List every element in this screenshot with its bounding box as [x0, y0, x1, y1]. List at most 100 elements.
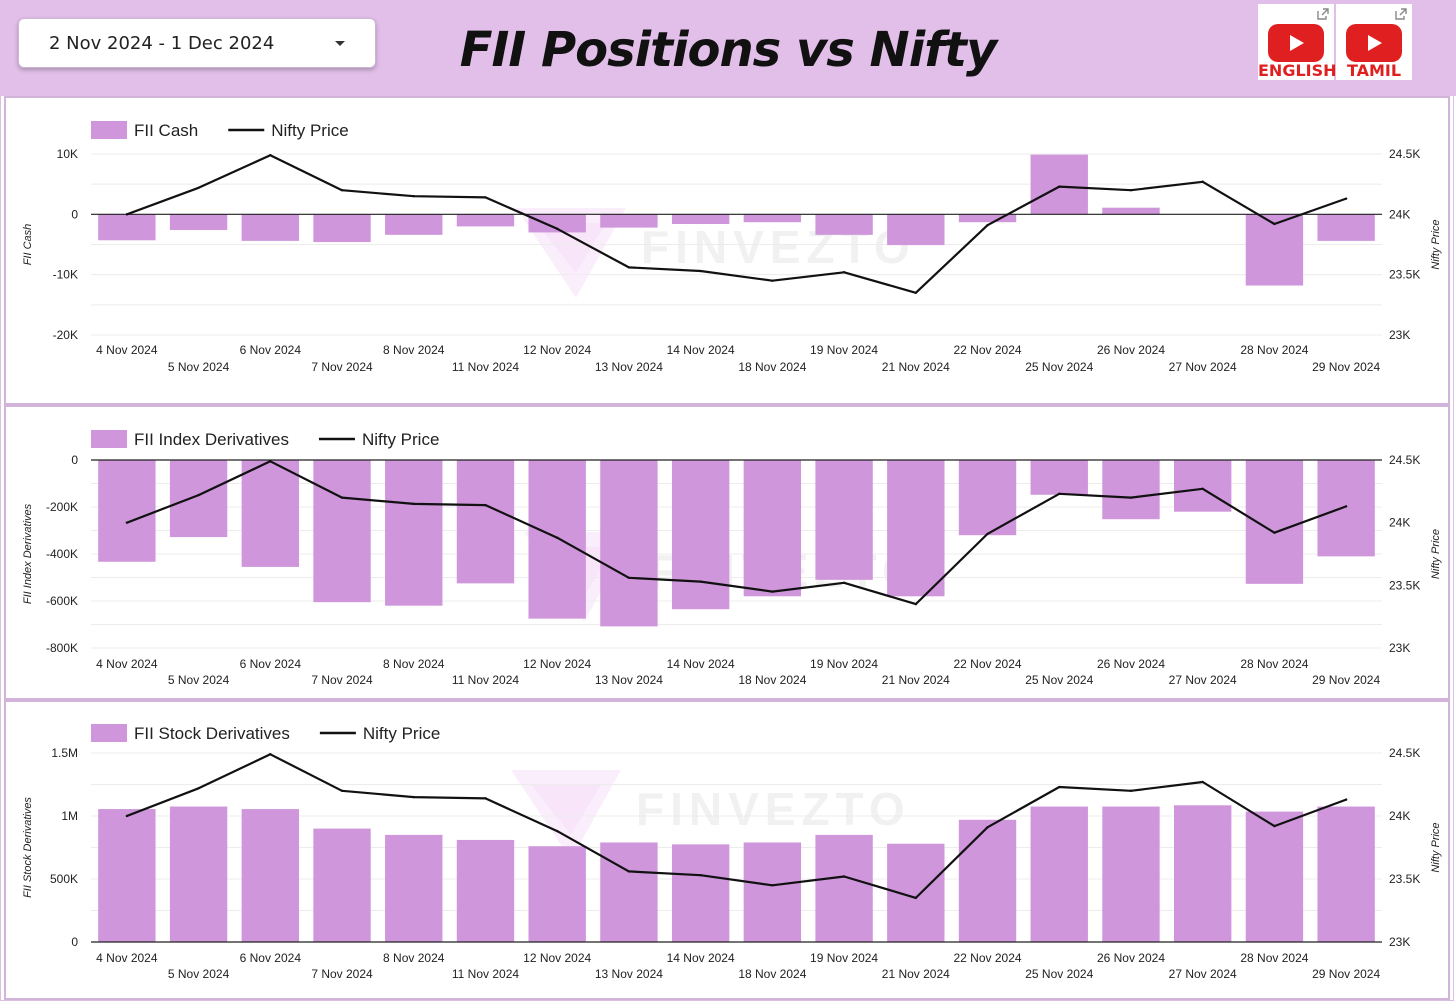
legend-swatch-bar [91, 724, 127, 742]
nifty-price-point [1273, 531, 1276, 534]
x-tick-label: 4 Nov 2024 [96, 343, 158, 357]
nifty-price-point [914, 896, 918, 900]
nifty-price-point [1129, 189, 1133, 192]
nifty-price-line [126, 460, 1347, 606]
youtube-tamil-label: TAMIL [1346, 61, 1402, 80]
x-tick-label: 27 Nov 2024 [1169, 967, 1237, 981]
x-tick-label: 18 Nov 2024 [738, 967, 806, 981]
external-link-icon [1317, 8, 1329, 20]
bar [671, 844, 730, 942]
nifty-price-line [126, 154, 1347, 294]
x-tick-label: 22 Nov 2024 [953, 343, 1021, 357]
bar [241, 460, 299, 567]
bar [385, 834, 443, 942]
bar [815, 214, 873, 235]
bar [169, 460, 228, 538]
x-tick-label: 21 Nov 2024 [882, 673, 950, 687]
nifty-price-point [986, 826, 989, 829]
nifty-price-point [412, 502, 415, 506]
x-tick-label: 11 Nov 2024 [452, 360, 519, 374]
x-tick-label: 7 Nov 2024 [311, 967, 373, 981]
x-tick-label: 22 Nov 2024 [953, 657, 1021, 671]
x-tick-label: 19 Nov 2024 [810, 343, 878, 357]
date-range-selector[interactable]: 2 Nov 2024 - 1 Dec 2024 [18, 18, 376, 68]
x-tick-label: 14 Nov 2024 [667, 343, 735, 357]
bar [528, 460, 586, 619]
bar [1245, 214, 1304, 286]
bar [743, 214, 802, 223]
x-tick-label: 12 Nov 2024 [523, 343, 591, 357]
legend-label-line: Nifty Price [363, 724, 440, 743]
right-tick-label: 24K [1389, 207, 1410, 221]
x-tick-label: 14 Nov 2024 [667, 951, 735, 965]
nifty-price-point [842, 271, 846, 274]
bar [958, 819, 1017, 942]
nifty-price-point [842, 581, 846, 585]
nifty-price-point [340, 789, 344, 792]
fii-cash-panel: FINVEZTO 10K 0 -10K -20K 24.5K 24K 23.5K 23K FII … [4, 96, 1450, 405]
x-tick-label: 28 Nov 2024 [1240, 343, 1308, 357]
legend-label-line: Nifty Price [271, 121, 348, 140]
nifty-price-point [699, 580, 702, 583]
x-tick-label: 8 Nov 2024 [383, 343, 445, 357]
x-tick-label: 25 Nov 2024 [1025, 360, 1093, 374]
x-tick-label: 13 Nov 2024 [595, 360, 663, 374]
bar [600, 842, 658, 942]
x-tick-label: 19 Nov 2024 [810, 657, 878, 671]
external-link-icon [1395, 8, 1407, 20]
bar [600, 460, 658, 627]
right-tick-label: 24K [1389, 516, 1410, 530]
right-tick-label: 24.5K [1389, 746, 1420, 760]
bar [528, 214, 586, 233]
left-axis-title: FII Index Derivatives [22, 503, 34, 604]
x-tick-label: 7 Nov 2024 [311, 360, 373, 374]
right-axis-title: Nifty Price [1430, 822, 1442, 872]
right-tick-label: 23K [1389, 328, 1410, 342]
nifty-price-point [699, 874, 702, 877]
left-tick-label: -400K [46, 547, 78, 561]
bar [385, 460, 443, 606]
x-tick-label: 25 Nov 2024 [1025, 673, 1093, 687]
youtube-english-link[interactable]: ENGLISH [1258, 4, 1337, 80]
nifty-price-point [627, 576, 631, 580]
bar [456, 214, 515, 227]
nifty-price-point [1344, 798, 1348, 801]
left-tick-label: 10K [57, 147, 78, 161]
left-tick-label: -10K [53, 268, 78, 282]
legend-label-bar: FII Index Derivatives [134, 430, 289, 449]
x-tick-label: 11 Nov 2024 [452, 673, 519, 687]
right-tick-label: 23.5K [1389, 578, 1420, 592]
bar [313, 828, 371, 942]
bar [1102, 207, 1160, 215]
bar [456, 839, 515, 942]
bar [743, 842, 802, 942]
right-tick-label: 23K [1389, 641, 1410, 655]
nifty-price-point [1058, 492, 1061, 496]
page-title: FII Positions vs Nifty [459, 22, 998, 78]
legend-label-bar: FII Cash [134, 121, 198, 140]
legend-swatch-bar [91, 430, 127, 448]
nifty-price-point [1058, 185, 1061, 188]
right-axis-title: Nifty Price [1430, 529, 1442, 579]
bar [1102, 806, 1160, 942]
youtube-tamil-link[interactable]: TAMIL [1336, 4, 1412, 80]
nifty-price-point [699, 269, 702, 273]
x-tick-label: 25 Nov 2024 [1025, 967, 1093, 981]
x-tick-label: 11 Nov 2024 [452, 967, 519, 981]
nifty-price-point [1273, 222, 1276, 226]
x-tick-label: 6 Nov 2024 [240, 343, 302, 357]
nifty-price-point [914, 291, 918, 294]
right-tick-label: 24.5K [1389, 147, 1420, 161]
nifty-price-point [771, 590, 774, 593]
nifty-price-point [842, 875, 846, 878]
bar [169, 806, 228, 942]
watermark-mark [536, 223, 606, 273]
bar [887, 460, 945, 597]
left-tick-label: 500K [50, 872, 78, 886]
legend-label-bar: FII Stock Derivatives [134, 724, 290, 743]
x-tick-label: 27 Nov 2024 [1169, 360, 1237, 374]
fii-stock-derivatives-panel: FINVEZTO 1.5M 1M 500K 0 24.5K 24K 23.5K 23K FII S… [4, 700, 1450, 1000]
bar [887, 214, 945, 246]
x-tick-label: 18 Nov 2024 [738, 673, 806, 687]
bar [671, 214, 730, 224]
